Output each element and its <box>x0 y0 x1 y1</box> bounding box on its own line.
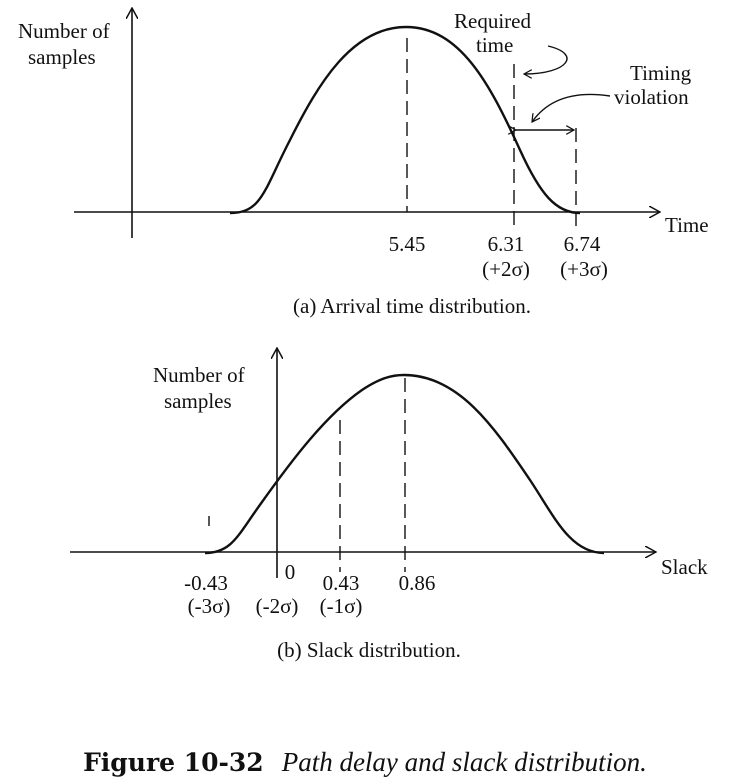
panel-a-tick-value: 6.74 <box>564 232 601 256</box>
panel-a-tick-value: 6.31 <box>488 232 525 256</box>
panel-a-distribution-curve <box>229 25 581 215</box>
panel-a-timing-violation-pointer <box>532 93 611 122</box>
panel-b-ylabel-line2: samples <box>164 389 232 413</box>
panel-b-tick-value: 0 <box>285 560 296 584</box>
panel-b-distribution-curve <box>204 373 605 555</box>
panel-a-timing-violation-label-line2: violation <box>614 85 689 109</box>
panel-b-tick-value: 0.43 <box>323 571 360 595</box>
panel-b-xlabel: Slack <box>661 555 708 579</box>
panel-a-xlabel: Time <box>665 213 709 237</box>
panel-a-timing-violation-label-line1: Timing <box>630 61 692 85</box>
figure-title: Path delay and slack distribution. <box>281 747 647 777</box>
panel-b-tick-sigma: (-2σ) <box>256 594 299 618</box>
figure-number: Figure 10-32 <box>83 748 264 777</box>
panel-a-ylabel-line2: samples <box>28 45 96 69</box>
panel-a-tick-value: 5.45 <box>389 232 426 256</box>
panel-a-ylabel-line1: Number of <box>18 19 110 43</box>
panel-b-tick-sigma: (-1σ) <box>320 594 363 618</box>
panel-a-caption: (a) Arrival time distribution. <box>293 294 531 318</box>
figure-caption-text: Figure 10-32 Path delay and slack distrib… <box>83 747 647 777</box>
panel-a-tick-sigma: (+2σ) <box>482 257 530 281</box>
panel-b-tick-value: -0.43 <box>184 571 228 595</box>
panel-a: Number of samples Time Required time Tim… <box>18 8 709 318</box>
panel-a-required-time-label-line1: Required <box>454 9 531 33</box>
panel-b-caption: (b) Slack distribution. <box>277 638 461 662</box>
panel-b-ylabel-line1: Number of <box>153 363 245 387</box>
panel-a-tick-sigma: (+3σ) <box>560 257 608 281</box>
panel-b-tick-value: 0.86 <box>399 571 436 595</box>
panel-b-tick-sigma: (-3σ) <box>188 594 231 618</box>
figure-caption: Figure 10-32 Path delay and slack distrib… <box>83 747 647 777</box>
panel-a-required-time-pointer <box>524 45 568 74</box>
panel-a-required-time-label-line2: time <box>476 33 513 57</box>
panel-b: Number of samples Slack -0.43 (-3σ) 0 (-… <box>70 348 708 662</box>
